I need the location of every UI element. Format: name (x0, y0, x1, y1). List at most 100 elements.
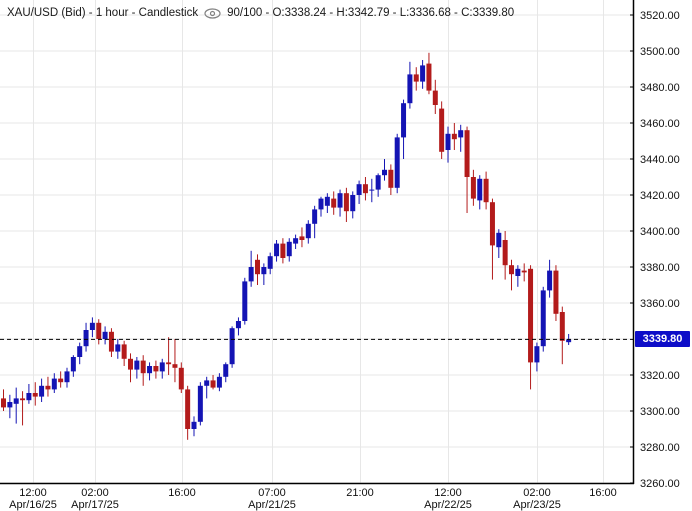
x-axis-time-label: 16:00 (589, 487, 617, 499)
x-axis-time-label: 02:00 (523, 487, 551, 499)
ohlc-summary: 90/100 - O:3338.24 - H:3342.79 - L:3336.… (227, 7, 515, 19)
candle-body (115, 344, 121, 352)
candle-body (515, 268, 521, 276)
candle-body (210, 380, 216, 388)
candle-body (204, 380, 210, 386)
candle-body (242, 281, 248, 321)
candle-body (20, 398, 26, 401)
chart-title: XAU/USD (Bid) - 1 hour - Candlestick 90/… (7, 7, 514, 19)
candle-body (39, 385, 45, 397)
candle-body (337, 193, 343, 208)
candle-body (45, 385, 51, 390)
candle-body (426, 63, 432, 91)
candle-body (191, 421, 197, 429)
candle-body (1, 398, 6, 408)
y-axis-label: 3460.00 (640, 118, 680, 130)
candle-body (159, 362, 165, 372)
y-axis-label: 3520.00 (640, 10, 680, 22)
candle-body (470, 177, 476, 199)
candle-body (420, 65, 426, 82)
candle-body (362, 184, 368, 194)
candle-body (464, 130, 470, 177)
candle-body (540, 290, 546, 347)
candle-body (318, 198, 324, 210)
candle-body (305, 223, 311, 239)
candle-body (134, 360, 140, 370)
candle-body (343, 193, 349, 212)
candle-body (356, 184, 362, 195)
candle-body (566, 339, 572, 343)
candle-body (324, 196, 330, 206)
candle-body (299, 236, 305, 240)
candle-body (197, 385, 203, 422)
candle-body (223, 364, 229, 377)
candle-body (261, 267, 267, 275)
candle-body (172, 364, 178, 368)
candle-body (121, 344, 127, 359)
candle-body (140, 360, 146, 374)
candle-body (89, 322, 95, 330)
candle-body (274, 243, 280, 257)
candle-body (489, 202, 495, 246)
candle-body (77, 346, 83, 357)
candle-body (483, 178, 489, 203)
candle-body (331, 198, 337, 208)
candles[interactable] (1, 52, 572, 440)
candle-body (413, 74, 419, 82)
candle-body (388, 169, 394, 188)
candle-body (553, 270, 559, 314)
instrument-label: XAU/USD (Bid) - 1 hour - Candlestick (7, 7, 199, 19)
candle-body (108, 331, 114, 352)
candle-body (521, 270, 527, 273)
y-axis-label: 3480.00 (640, 82, 680, 94)
candle-body (26, 393, 32, 401)
candle-body (255, 259, 260, 275)
candle-body (382, 169, 387, 176)
candle-body (70, 357, 76, 372)
candle-body (216, 376, 222, 388)
candle-body (128, 358, 133, 370)
candle-body (451, 133, 457, 140)
candle-body (509, 265, 514, 275)
candle-body (102, 331, 108, 339)
y-axis-label: 3440.00 (640, 154, 680, 166)
candle-body (83, 330, 89, 347)
x-axis-time-label: 16:00 (168, 487, 196, 499)
candle-body (547, 270, 553, 291)
candle-body (439, 108, 445, 152)
candle-body (185, 389, 191, 429)
y-axis-label: 3280.00 (640, 442, 680, 454)
candle-body (458, 130, 464, 138)
y-axis-label: 3400.00 (640, 226, 680, 238)
candle-body (229, 328, 235, 365)
y-axis-label: 3260.00 (640, 478, 680, 490)
candle-body (153, 366, 159, 372)
eye-icon[interactable] (204, 7, 221, 19)
candle-body (64, 371, 70, 383)
candle-body (432, 90, 438, 105)
x-axis-time-label: 21:00 (346, 487, 374, 499)
candle-body (32, 393, 38, 397)
x-axis-date-label: Apr/22/25 (424, 499, 472, 511)
candle-body (496, 232, 502, 248)
candle-body (312, 209, 318, 224)
candle-body (350, 195, 356, 212)
x-axis-date-label: Apr/21/25 (248, 499, 296, 511)
candle-body (502, 240, 508, 266)
y-axis-label: 3300.00 (640, 406, 680, 418)
candle-body (445, 133, 451, 150)
y-axis-label: 3420.00 (640, 190, 680, 202)
x-axis-time-label: 12:00 (19, 487, 47, 499)
x-axis-time-label: 12:00 (434, 487, 462, 499)
x-axis-time-label: 02:00 (81, 487, 109, 499)
x-axis-date-label: Apr/16/25 (9, 499, 57, 511)
candle-body (280, 243, 286, 258)
gridlines (0, 0, 633, 484)
x-axis-date-label: Apr/17/25 (71, 499, 119, 511)
x-axis-time-label: 07:00 (258, 487, 286, 499)
x-axis-date-label: Apr/23/25 (513, 499, 561, 511)
candle-body (235, 321, 241, 329)
